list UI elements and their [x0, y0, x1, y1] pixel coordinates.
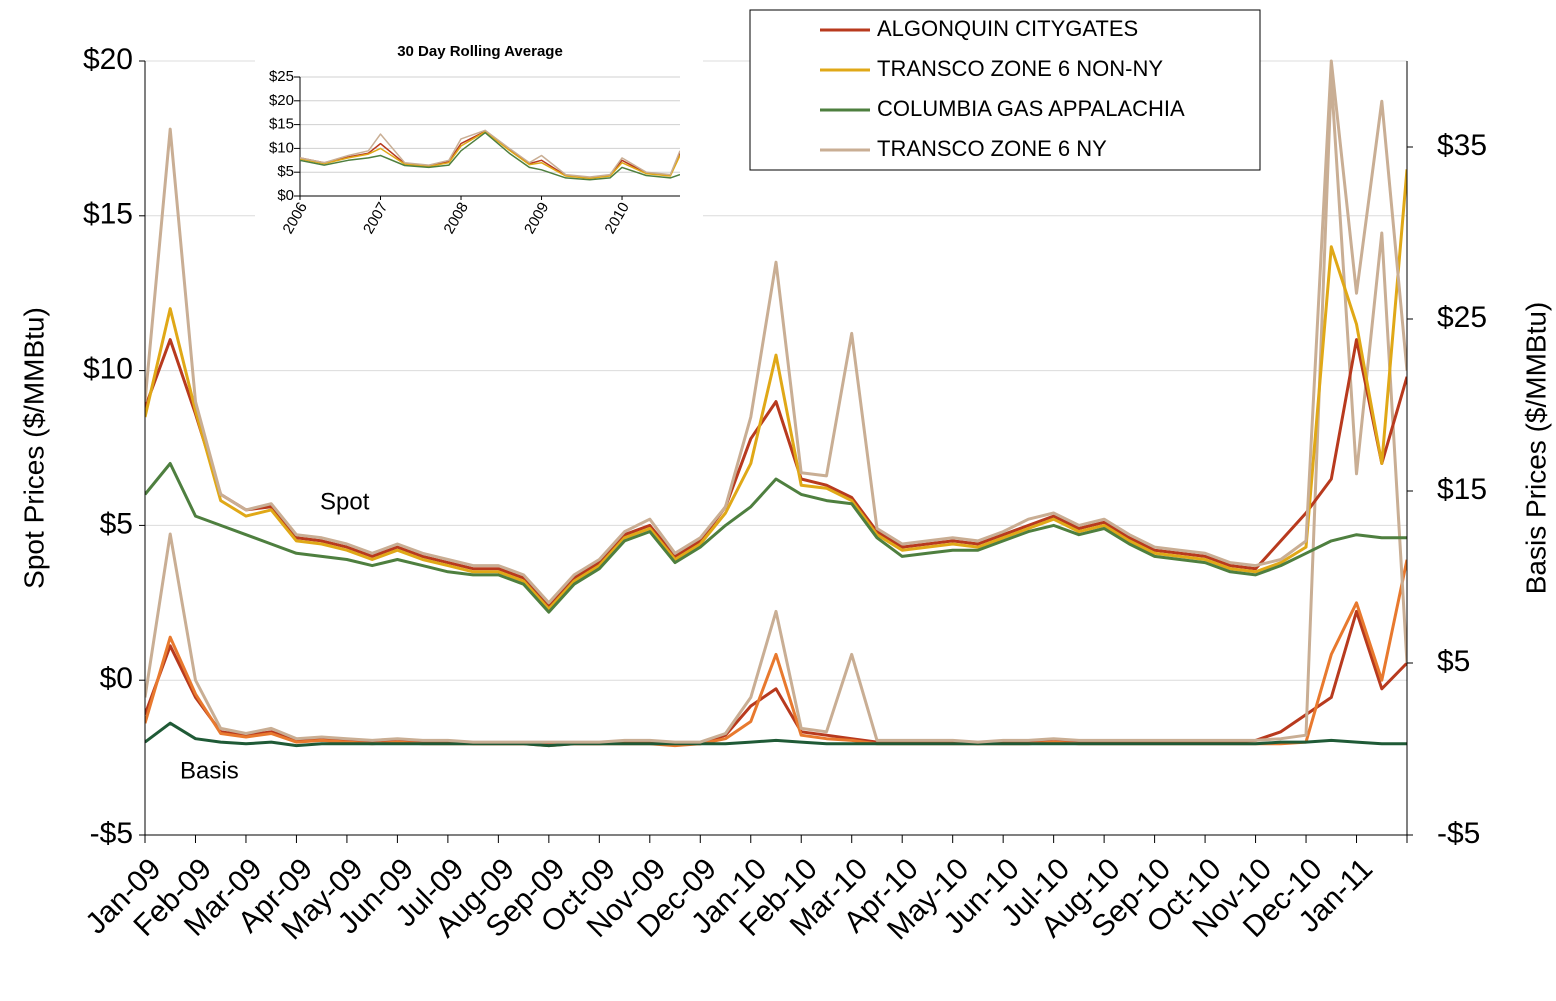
y-tick-label: $10 [269, 139, 294, 156]
y-tick-label: $20 [269, 92, 294, 109]
legend-box [749, 9, 1261, 171]
series-line [300, 131, 680, 181]
annotation: Spot [320, 488, 370, 515]
y2-tick-label: $5 [1437, 645, 1470, 678]
basis-line [145, 76, 1407, 744]
y2-tick-label: $35 [1437, 129, 1487, 162]
annotation: Basis [180, 757, 239, 784]
y-tick-label: $25 [269, 68, 294, 85]
legend-label: COLUMBIA GAS APPALACHIA [877, 96, 1185, 121]
y-tick-label: $5 [100, 507, 133, 540]
series-line [145, 59, 1407, 605]
chart-title: 30 Day Rolling Average [397, 43, 563, 60]
series-line [300, 129, 680, 178]
series-line [145, 338, 1407, 608]
y-tick-label: $15 [269, 116, 294, 133]
y-tick-label: -$5 [90, 817, 133, 850]
basis-line [145, 721, 1407, 748]
y-tick-label: $0 [100, 662, 133, 695]
y-tick-label: $15 [83, 198, 133, 231]
legend-label: TRANSCO ZONE 6 NY [877, 136, 1107, 161]
y-tick-label: $20 [83, 43, 133, 76]
series-line [145, 462, 1407, 614]
y-axis-title: Spot Prices ($/MMBtu) [18, 307, 49, 589]
basis-line [145, 609, 1407, 746]
inset-background [255, 38, 703, 268]
y-tick-label: $5 [277, 163, 294, 180]
legend-label: TRANSCO ZONE 6 NON-NY [877, 56, 1163, 81]
y-tick-label: $10 [83, 353, 133, 386]
series-line [300, 130, 680, 180]
series-line [145, 169, 1407, 611]
y-tick-label: $0 [277, 187, 294, 204]
legend-label: ALGONQUIN CITYGATES [877, 16, 1138, 41]
y2-tick-label: $25 [1437, 301, 1487, 334]
y2-axis-title: Basis Prices ($/MMBtu) [1520, 302, 1551, 595]
y2-tick-label: $15 [1437, 473, 1487, 506]
y2-tick-label: -$5 [1437, 817, 1480, 850]
